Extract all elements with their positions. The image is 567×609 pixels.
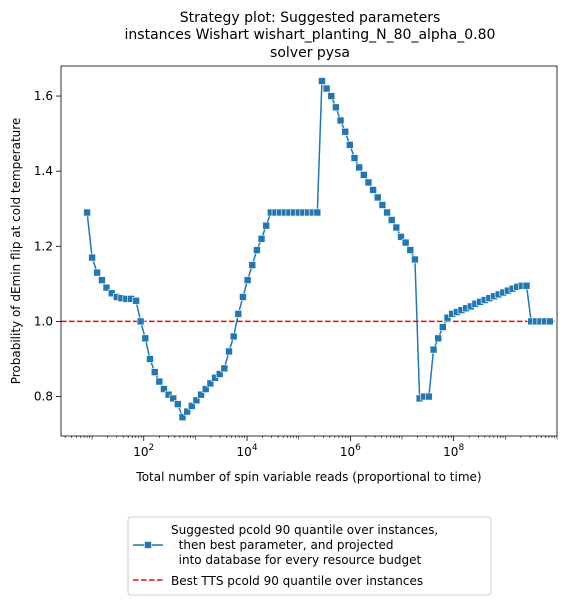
data-point [387,216,396,224]
legend-box [127,516,492,596]
data-point [411,255,419,264]
y-tick-label: 1.6 [34,89,53,103]
data-point [369,186,377,194]
data-point [150,368,159,376]
data-point [522,281,531,290]
data-point [360,171,368,179]
data-point [378,201,387,209]
data-point [169,394,178,403]
data-point [215,370,224,378]
data-point [253,246,261,254]
legend-marker-sample [144,541,152,549]
data-point [98,276,106,284]
data-point [197,390,205,399]
chart-title-line-3: solver pysa [270,45,350,61]
data-point [187,402,196,410]
data-point [248,261,257,269]
data-point [83,208,91,217]
data-point [318,77,326,85]
data-point [93,268,101,277]
data-point [234,310,243,318]
legend-entry-best-tts: Best TTS pcold 90 quantile over instance… [171,574,423,588]
data-point [434,334,442,343]
data-point [239,293,247,301]
data-point [102,283,111,292]
x-tick-label: 102 [133,443,154,459]
series-line-suggested [86,78,550,419]
data-point [397,233,405,241]
data-point [332,103,340,112]
data-point [141,334,150,343]
data-point [206,379,215,388]
data-point [160,385,168,393]
data-point [429,345,438,354]
plot-frame [60,65,558,437]
data-point [192,396,201,405]
data-point [545,317,554,326]
data-point [336,116,345,125]
legend-entry-suggested: Suggested pcold 90 quantile over instanc… [171,523,438,567]
data-point [229,332,238,341]
data-point [183,407,191,416]
data-point [439,323,447,331]
data-point [322,84,331,93]
data-point [146,355,154,363]
data-point [132,296,140,305]
data-point [327,92,336,100]
data-point [262,221,270,230]
data-point [225,347,233,356]
x-tick-label: 104 [237,443,258,459]
data-point [425,392,433,401]
chart-title-line-1: Strategy plot: Suggested parameters [180,10,441,26]
chart-title-line-2: instances Wishart wishart_planting_N_80_… [125,27,496,43]
data-point [392,223,401,232]
data-point [355,163,363,172]
x-tick-label: 108 [443,443,464,459]
data-point [346,141,354,149]
x-axis-label: Total number of spin variable reads (pro… [135,470,481,484]
data-point [257,234,266,243]
y-tick-label: 0.8 [34,390,53,404]
data-point [406,246,415,254]
data-point [155,377,164,386]
data-point [174,400,182,408]
data-point [350,154,359,162]
data-point [178,413,187,422]
data-point [341,127,350,136]
legend: Suggested pcold 90 quantile over instanc… [127,516,492,596]
data-point [313,208,322,217]
data-point [220,364,229,373]
data-point [401,238,410,247]
data-point [383,208,391,217]
data-point [201,385,210,393]
data-point [88,253,96,262]
y-tick-label: 1.2 [34,239,53,253]
y-tick-label: 1.4 [34,164,53,178]
x-tick-label: 106 [340,443,361,459]
data-point [243,276,252,284]
data-point [136,317,145,326]
y-tick-label: 1.0 [34,314,53,328]
data-point [373,193,382,202]
y-axis-label: Probability of dEmin flip at cold temper… [9,118,23,385]
data-point [364,178,373,187]
